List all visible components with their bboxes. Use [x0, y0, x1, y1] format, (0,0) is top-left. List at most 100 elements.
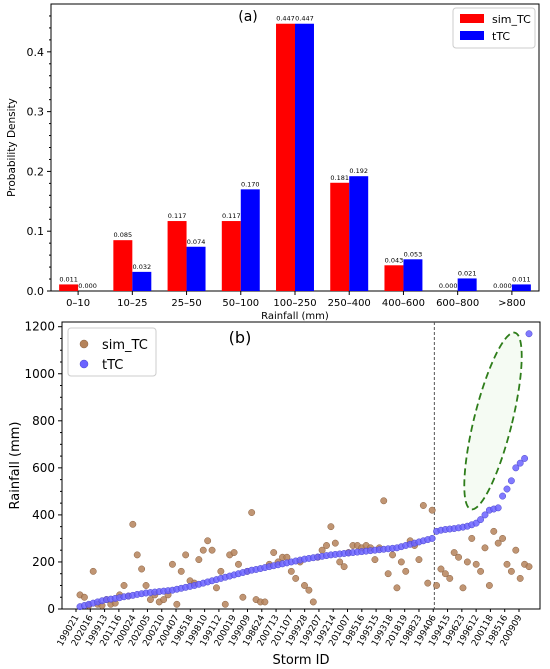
bar-value-label: 0.181 [330, 174, 349, 182]
point-sim_TC [248, 509, 256, 516]
point-sim_TC [182, 551, 190, 559]
point-sim_TC [292, 574, 300, 582]
point-sim_TC [213, 584, 220, 592]
point-sim_TC [371, 556, 379, 564]
y-tick-label-a: 0.0 [27, 285, 45, 298]
x-tick-label-a: 0–10 [66, 298, 90, 309]
series-sim_TC [76, 497, 533, 609]
point-sim_TC [199, 546, 207, 554]
bar-value-label: 0.117 [168, 212, 187, 220]
bar-tTC [132, 271, 152, 291]
point-sim_TC [173, 600, 181, 608]
point-sim_TC [459, 584, 467, 592]
legend-b [67, 327, 157, 377]
point-tTC [503, 485, 511, 493]
point-tTC [481, 511, 489, 519]
point-sim_TC [301, 582, 308, 589]
legend-box-b [67, 327, 157, 377]
bar-tTC [349, 176, 369, 291]
point-sim_TC [160, 596, 168, 604]
bar-value-label: 0.074 [187, 238, 206, 246]
point-sim_TC [472, 560, 480, 568]
x-tick-label-a: 25–50 [171, 298, 201, 309]
x-tick-label-a: 100–250 [273, 298, 316, 309]
point-sim_TC [481, 544, 489, 552]
bar-sim_TC [113, 240, 133, 291]
x-tick-label-a: 600–800 [436, 298, 479, 309]
point-sim_TC [336, 558, 344, 566]
point-sim_TC [424, 579, 432, 587]
point-sim_TC [177, 567, 185, 575]
point-sim_TC [133, 551, 141, 559]
point-sim_TC [397, 558, 405, 566]
point-sim_TC [331, 539, 339, 547]
point-sim_TC [327, 523, 335, 531]
bar-value-label: 0.170 [241, 180, 260, 188]
point-tTC [428, 534, 436, 542]
point-tTC [521, 454, 529, 462]
point-sim_TC [446, 574, 454, 582]
legend-a [452, 7, 536, 49]
bar-value-label: 0.117 [222, 212, 241, 220]
point-tTC [512, 464, 520, 472]
bar-tTC [457, 278, 477, 291]
bar-value-label: 0.043 [385, 256, 404, 264]
point-sim_TC [129, 520, 137, 528]
bar-sim_TC [221, 221, 241, 291]
y-tick-label-b: 400 [32, 508, 55, 522]
point-sim_TC [437, 565, 445, 573]
point-sim_TC [402, 567, 410, 575]
point-sim_TC [485, 582, 493, 589]
point-sim_TC [305, 586, 313, 594]
point-sim_TC [393, 584, 401, 592]
y-tick-label-b: 0 [47, 602, 55, 616]
y-tick-label-a: 0.4 [27, 46, 45, 59]
point-sim_TC [146, 596, 154, 604]
bar-value-label: 0.011 [59, 275, 78, 283]
highlight-ellipse [463, 331, 523, 511]
point-sim_TC [120, 582, 128, 589]
y-tick-label-a: 0.2 [27, 165, 45, 178]
y-tick-label-b: 600 [32, 461, 55, 475]
x-axis-label-a: Rainfall (mm) [261, 311, 329, 322]
point-sim_TC [217, 567, 225, 575]
y-axis-label-b: Rainfall (mm) [8, 422, 23, 510]
bar-value-label: 0.021 [458, 269, 477, 277]
point-sim_TC [415, 556, 423, 564]
bar-value-label: 0.011 [512, 275, 531, 283]
point-sim_TC [428, 506, 436, 514]
point-tTC [525, 330, 533, 338]
point-sim_TC [450, 549, 458, 556]
bar-tTC [511, 284, 531, 291]
point-sim_TC [507, 567, 515, 575]
x-tick-label-a: 400–600 [382, 298, 425, 309]
point-tTC [516, 459, 524, 467]
point-sim_TC [468, 534, 476, 542]
bar-sim_TC [59, 284, 79, 291]
y-tick-label-b: 1000 [24, 367, 55, 381]
point-tTC [507, 477, 515, 485]
point-sim_TC [270, 549, 278, 556]
bar-tTC [186, 246, 206, 291]
legend-swatch-tTC [460, 31, 484, 40]
point-sim_TC [516, 574, 524, 582]
bar-sim_TC [276, 23, 295, 291]
point-sim_TC [221, 600, 229, 608]
y-tick-label-a: 0.1 [27, 225, 45, 238]
bar-tTC [295, 23, 314, 291]
point-sim_TC [80, 593, 88, 601]
point-sim_TC [463, 558, 471, 566]
bar-value-label: 0.053 [404, 250, 423, 258]
bar-sim_TC [330, 182, 350, 291]
x-axis-label-b: Storm ID [272, 653, 329, 668]
y-tick-label-a: 0.3 [27, 106, 45, 119]
series-tTC [76, 330, 533, 611]
x-tick-label-a: 50–100 [222, 298, 259, 309]
legend-label-sim_TC: sim_TC [492, 13, 531, 26]
point-sim_TC [499, 534, 507, 542]
point-sim_TC [323, 542, 330, 549]
bar-tTC [240, 189, 260, 291]
point-tTC [499, 492, 507, 500]
point-sim_TC [441, 570, 449, 578]
